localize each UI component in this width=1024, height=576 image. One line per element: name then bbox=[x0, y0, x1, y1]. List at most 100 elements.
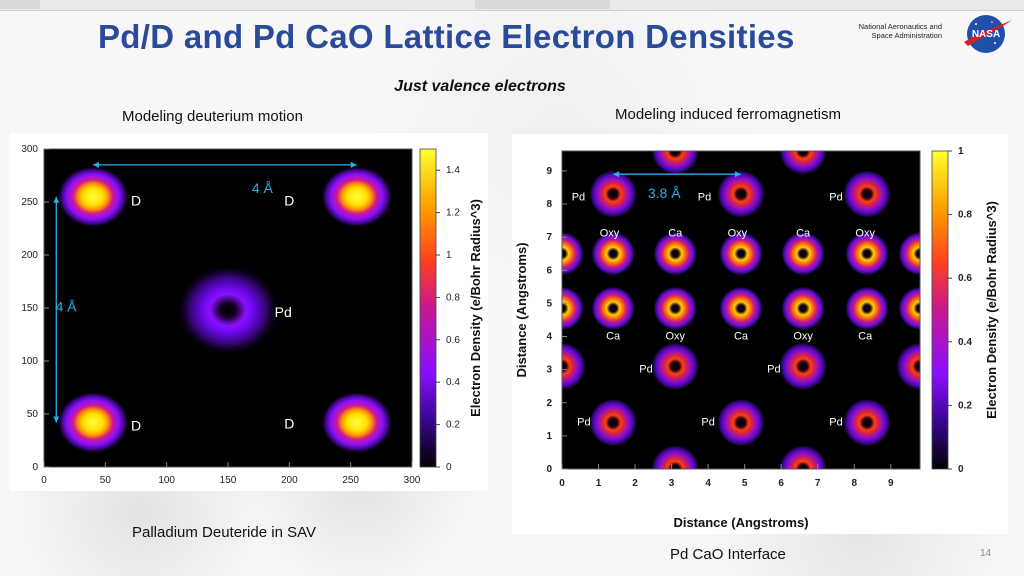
y-tick-label: 100 bbox=[21, 356, 38, 367]
colorbar-tick-label: 1 bbox=[446, 250, 452, 261]
x-tick-label: 200 bbox=[281, 475, 298, 486]
agency-name: National Aeronautics and Space Administr… bbox=[838, 22, 942, 40]
left-heatmap-chart: D D 4 Å 4 Å Pd D D 0 50 100 150 200 250 300 0 50 100 15… bbox=[21, 144, 483, 486]
palladium-peak bbox=[717, 398, 765, 447]
x-ticks: 0 1 2 3 4 5 6 7 8 9 bbox=[559, 464, 894, 489]
arrow-horizontal-head bbox=[613, 171, 620, 178]
annotation-label: Ca bbox=[858, 330, 873, 342]
y-tick-label: 2 bbox=[546, 398, 552, 409]
annotation-label: Oxy bbox=[728, 228, 748, 240]
x-axis-label: Distance (Angstroms) bbox=[673, 515, 808, 530]
annotation-label: Pd bbox=[275, 304, 292, 320]
colorbar-ticks: 0 0.2 0.4 0.6 0.8 1 1.2 1.4 bbox=[436, 165, 460, 473]
caption-right-top: Modeling induced ferromagnetism bbox=[615, 106, 841, 123]
left-chart-panel: D D 4 Å 4 Å Pd D D 0 50 100 150 200 250 300 0 50 100 15… bbox=[10, 133, 488, 491]
annotation-label: Oxy bbox=[665, 330, 685, 342]
palladium-peak bbox=[176, 264, 280, 357]
annotation-label: Oxy bbox=[793, 330, 813, 342]
calcium-peak bbox=[562, 231, 584, 276]
calcium-peak bbox=[653, 231, 698, 276]
x-tick-label: 7 bbox=[815, 478, 821, 489]
annotation-label: Ca bbox=[734, 330, 749, 342]
colorbar-tick-label: 1.2 bbox=[446, 208, 460, 219]
colorbar-label: Electron Density (e/Bohr Radius^3) bbox=[984, 201, 999, 419]
toolbar-input[interactable] bbox=[0, 0, 40, 9]
lattice-arrows bbox=[53, 161, 357, 423]
colorbar-tick-label: 0.4 bbox=[446, 377, 460, 388]
y-ticks: 0 50 100 150 200 250 300 bbox=[21, 144, 49, 473]
right-chart-panel: Pd 3.8 Å Pd Pd Oxy Ca Oxy Ca Oxy Ca Oxy Ca Oxy Ca Pd Pd… bbox=[512, 134, 1008, 534]
logo-wordmark: NASA bbox=[972, 29, 1000, 40]
calcium-peak bbox=[845, 286, 890, 331]
x-tick-label: 250 bbox=[342, 475, 359, 486]
colorbar-tick-label: 0.2 bbox=[446, 420, 460, 431]
nasa-logo: NASA bbox=[964, 15, 1012, 53]
caption-left-top: Modeling deuterium motion bbox=[122, 108, 303, 125]
palladium-peak bbox=[843, 170, 892, 219]
deuterium-peak bbox=[320, 165, 393, 228]
oxygen-peak bbox=[591, 231, 636, 276]
x-tick-label: 3 bbox=[669, 478, 675, 489]
y-tick-label: 1 bbox=[546, 431, 552, 442]
x-tick-label: 100 bbox=[158, 475, 175, 486]
oxygen-peak bbox=[781, 286, 826, 331]
oxygen-peak bbox=[653, 286, 698, 331]
x-tick-label: 0 bbox=[41, 475, 47, 486]
toolbar-tab[interactable] bbox=[475, 0, 610, 9]
slide-number: 14 bbox=[980, 548, 992, 559]
annotation-label: D bbox=[131, 417, 141, 433]
oxygen-peak bbox=[898, 286, 920, 331]
annotation-label: Oxy bbox=[600, 228, 620, 240]
calcium-peak bbox=[591, 286, 636, 331]
colorbar-tick-label: 0.6 bbox=[958, 273, 972, 284]
palladium-peak bbox=[589, 398, 638, 447]
annotation-label: Pd bbox=[701, 417, 714, 429]
x-tick-label: 4 bbox=[705, 478, 711, 489]
annotation-label: Pd bbox=[572, 191, 585, 203]
colorbar-tick-label: 0.8 bbox=[958, 210, 972, 221]
colorbar-tick-label: 0.8 bbox=[446, 292, 460, 303]
palladium-peak bbox=[589, 170, 638, 219]
annotation-label: D bbox=[284, 193, 294, 209]
oxygen-peak bbox=[845, 231, 890, 276]
y-tick-label: 3 bbox=[546, 365, 552, 376]
slide-subtitle: Just valence electrons bbox=[394, 78, 566, 95]
colorbar-tick-label: 1.4 bbox=[446, 165, 460, 176]
y-tick-label: 0 bbox=[32, 462, 38, 473]
annotation-label: 3.8 Å bbox=[648, 185, 681, 201]
x-tick-label: 6 bbox=[778, 478, 784, 489]
palladium-peak bbox=[896, 342, 920, 391]
y-tick-label: 50 bbox=[27, 409, 39, 420]
annotation-label: Ca bbox=[796, 228, 811, 240]
colorbar bbox=[419, 148, 437, 468]
calcium-peak bbox=[898, 231, 920, 276]
x-ticks: 0 50 100 150 200 250 300 bbox=[41, 462, 421, 486]
palladium-peak bbox=[717, 170, 765, 219]
x-tick-label: 2 bbox=[632, 478, 638, 489]
colorbar-tick-label: 0.4 bbox=[958, 337, 972, 348]
x-tick-label: 0 bbox=[559, 478, 565, 489]
calcium-peak bbox=[719, 286, 763, 331]
deuterium-peak bbox=[57, 391, 130, 454]
y-tick-label: 5 bbox=[546, 298, 552, 309]
x-tick-label: 50 bbox=[100, 475, 112, 486]
annotation-label: Pd bbox=[829, 191, 842, 203]
y-tick-label: 300 bbox=[21, 144, 38, 155]
window-top-bar bbox=[0, 0, 1024, 11]
annotation-label: Pd bbox=[698, 191, 711, 203]
annotation-label: Pd bbox=[639, 364, 652, 376]
arrow-horizontal-head bbox=[350, 161, 357, 168]
palladium-peak bbox=[843, 398, 892, 447]
colorbar-ticks: 0 0.2 0.4 0.6 0.8 1 bbox=[948, 146, 972, 475]
arrow-horizontal-head bbox=[735, 171, 741, 178]
arrow-vertical-head bbox=[53, 196, 60, 203]
deuterium-peak bbox=[320, 391, 393, 454]
calcium-peak bbox=[781, 231, 826, 276]
x-tick-label: 150 bbox=[220, 475, 237, 486]
oxygen-peak bbox=[719, 231, 763, 276]
density-peaks bbox=[57, 165, 393, 454]
x-tick-label: 8 bbox=[851, 478, 857, 489]
y-tick-label: 200 bbox=[21, 250, 38, 261]
oxygen-peak bbox=[562, 286, 584, 331]
density-peaks bbox=[562, 151, 920, 469]
